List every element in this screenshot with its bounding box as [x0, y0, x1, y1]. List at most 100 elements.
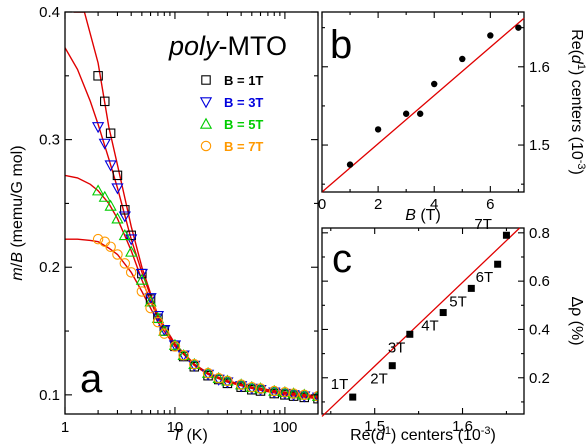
data-point-a-s4 [125, 267, 137, 278]
data-point-a-s2 [188, 360, 201, 372]
data-point-a-s2 [298, 391, 311, 403]
data-point-a-s4 [299, 389, 310, 401]
data-point-b [459, 55, 466, 63]
data-point-a-s2 [245, 383, 258, 395]
legend-marker-3 [199, 117, 213, 129]
legend-label-2: B = 3T [224, 95, 263, 110]
y-tick-label-a: 0.4 [39, 4, 60, 21]
data-point-b [431, 80, 438, 88]
x-tick-label-b: 6 [486, 196, 494, 213]
data-point-a-s4 [222, 375, 233, 387]
data-point-b [402, 110, 410, 117]
data-point-a-s4 [105, 241, 116, 253]
y-tick-label-c: 0.8 [529, 225, 550, 242]
data-point-a-s2 [254, 385, 267, 397]
fit-line-b [321, 17, 525, 193]
panel-b-xlabel: B (T) [405, 207, 441, 224]
x-tick-label-a: 100 [272, 419, 297, 436]
data-point-a-s2 [104, 160, 117, 172]
data-point-a-s2 [151, 310, 165, 323]
data-point-a-s4 [255, 383, 266, 394]
y-tick-label-b: 1.6 [529, 59, 550, 76]
data-point-a-s4 [159, 328, 170, 339]
data-point-a-s2 [311, 392, 318, 404]
data-point-a-s3 [98, 190, 111, 202]
data-point-a-s3 [144, 295, 157, 307]
data-point-b [487, 32, 494, 39]
data-point-a-s4 [189, 358, 200, 370]
x-tick-label-a: 1 [61, 419, 69, 436]
data-point-b [346, 161, 354, 168]
data-point-a-s3 [104, 199, 117, 211]
data-point-a-s4 [112, 249, 123, 260]
legend-marker-4 [200, 140, 212, 152]
legend-label-3: B = 5T [224, 117, 263, 132]
y-tick-label-a: 0.2 [39, 259, 60, 276]
data-point-a-s1 [100, 96, 110, 107]
y-tick-label-c: 0.2 [529, 370, 550, 387]
data-point-c [388, 362, 396, 370]
data-point-a-s4 [136, 286, 148, 297]
panel-a-frame [64, 11, 319, 415]
data-point-b [515, 24, 522, 31]
panel-b-ylabel: Re(d1) centers (10-3) [568, 29, 587, 175]
fit-line-c [321, 227, 521, 417]
data-point-a-s2 [287, 390, 300, 402]
data-point-a-s2 [201, 369, 215, 381]
panel-b-label: b [330, 23, 352, 67]
panel-a-ylabel: m/B (memu/G mol) [9, 145, 26, 280]
panel-a-label: a [80, 357, 103, 401]
y-tick-label-b: 1.5 [529, 137, 550, 154]
data-point-a-s2 [98, 138, 111, 150]
legend-label-1: B = 1T [224, 73, 263, 88]
panel-a: 1 10 100 0.1 0.2 0.3 0.4 poly-MTO a T (K) m/B … [9, 4, 319, 444]
fit-curve-2 [65, 47, 318, 399]
x-tick-label-c: 1.5 [364, 418, 385, 435]
data-point-a-s2 [111, 183, 124, 195]
y-tick-label-a: 0.3 [39, 132, 60, 149]
panel-b-frame [321, 11, 525, 193]
data-point-a-s4 [178, 350, 189, 361]
data-point-a-s2 [135, 268, 148, 280]
data-point-a-s1 [112, 170, 123, 181]
data-point-a-s3 [118, 228, 131, 241]
x-tick-label-b: 0 [318, 196, 326, 213]
point-label-c: 2T [370, 371, 388, 388]
panel-a-title: poly-MTO [168, 31, 287, 61]
data-point-a-s2 [144, 293, 157, 305]
data-point-a-s4 [202, 367, 214, 379]
data-point-a-s1 [120, 205, 130, 215]
data-point-b [416, 110, 424, 117]
x-tick-label-b: 4 [430, 196, 438, 213]
data-point-a-s4 [119, 258, 131, 269]
data-point-a-s2 [235, 381, 248, 393]
panel-c-label: c [332, 237, 352, 281]
panel-c-frame [321, 227, 525, 415]
data-point-a-s4 [288, 388, 299, 399]
data-point-a-s2 [221, 377, 234, 389]
fit-curve-4 [65, 238, 318, 397]
point-label-c: 5T [449, 293, 467, 310]
legend-marker-1 [201, 75, 211, 85]
data-point-c [502, 231, 510, 239]
data-point-c [494, 260, 502, 268]
point-label-c: 4T [421, 318, 439, 335]
data-point-a-s2 [212, 374, 225, 386]
y-tick-label-a: 0.1 [39, 387, 60, 404]
data-point-a-s3 [135, 273, 148, 285]
data-point-a-s4 [235, 379, 247, 390]
data-point-a-s3 [168, 338, 182, 350]
data-point-a-s4 [169, 341, 181, 352]
panel-b: 0 2 4 6 1.5 1.6 b B (T) Re(d1) centers (10-3) [318, 11, 587, 224]
data-point-c [406, 330, 414, 338]
y-tick-label-c: 0.6 [529, 273, 550, 290]
data-point-a-s3 [125, 245, 138, 257]
data-point-a-s1 [105, 128, 116, 138]
data-point-c [349, 393, 357, 401]
data-point-a-s3 [311, 389, 318, 401]
panel-c-ylabel: Δρ (%) [568, 296, 585, 345]
legend-label-4: B = 7T [224, 139, 263, 154]
data-point-a-s2 [278, 388, 292, 400]
